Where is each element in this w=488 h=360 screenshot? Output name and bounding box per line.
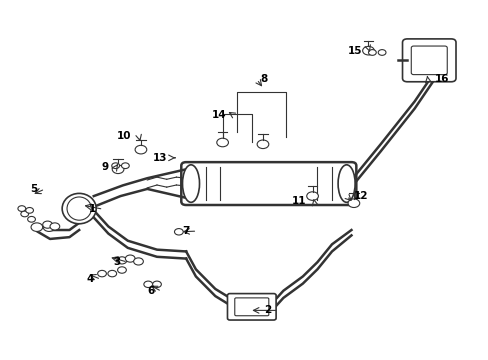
Ellipse shape (182, 165, 199, 202)
Circle shape (133, 258, 143, 265)
Text: 12: 12 (353, 191, 367, 201)
Text: 2: 2 (264, 305, 271, 315)
Circle shape (31, 223, 42, 231)
Text: 8: 8 (260, 74, 267, 84)
Text: 3: 3 (113, 257, 120, 267)
Circle shape (18, 206, 26, 211)
Circle shape (347, 199, 359, 207)
Text: 13: 13 (153, 153, 167, 163)
Text: 6: 6 (147, 287, 154, 296)
Text: 15: 15 (347, 46, 362, 56)
Text: 5: 5 (31, 184, 38, 194)
Circle shape (377, 50, 385, 55)
Circle shape (152, 281, 161, 288)
Circle shape (368, 50, 375, 55)
Circle shape (121, 163, 129, 168)
Circle shape (216, 138, 228, 147)
Text: 9: 9 (101, 162, 108, 172)
Circle shape (174, 229, 183, 235)
FancyBboxPatch shape (181, 162, 356, 205)
Circle shape (125, 255, 135, 262)
Circle shape (42, 221, 52, 228)
FancyBboxPatch shape (410, 46, 447, 75)
Circle shape (112, 165, 123, 174)
Ellipse shape (337, 165, 354, 202)
Circle shape (362, 46, 373, 55)
Text: 11: 11 (292, 196, 306, 206)
Circle shape (117, 257, 126, 264)
Circle shape (257, 140, 268, 149)
Circle shape (143, 281, 152, 288)
Text: 1: 1 (89, 204, 96, 214)
Ellipse shape (62, 193, 96, 224)
Circle shape (117, 267, 126, 273)
Circle shape (108, 270, 116, 277)
Circle shape (43, 223, 55, 231)
Text: 7: 7 (183, 226, 190, 236)
Circle shape (98, 270, 106, 277)
Ellipse shape (67, 197, 91, 220)
Circle shape (26, 207, 33, 213)
Circle shape (135, 145, 146, 154)
Text: 14: 14 (211, 110, 225, 120)
Circle shape (21, 211, 29, 217)
Text: 10: 10 (117, 131, 131, 141)
Circle shape (112, 163, 119, 168)
FancyBboxPatch shape (402, 39, 455, 82)
Text: 4: 4 (86, 274, 94, 284)
Circle shape (28, 216, 35, 222)
FancyBboxPatch shape (234, 298, 268, 316)
Text: 16: 16 (434, 74, 448, 84)
FancyBboxPatch shape (227, 294, 276, 320)
Circle shape (306, 192, 318, 201)
Circle shape (50, 223, 60, 230)
